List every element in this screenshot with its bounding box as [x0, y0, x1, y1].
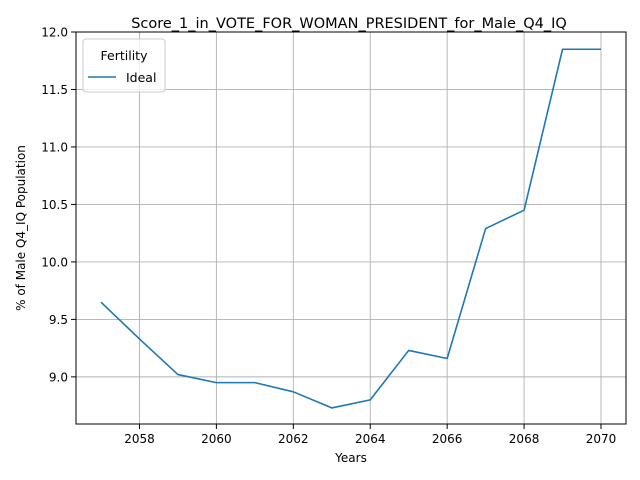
- chart-title: Score_1_in_VOTE_FOR_WOMAN_PRESIDENT_for_…: [131, 16, 567, 32]
- x-axis-label: Years: [334, 451, 367, 465]
- x-tick-label: 2068: [509, 432, 540, 446]
- x-tick-label: 2066: [432, 432, 463, 446]
- y-tick-label: 9.5: [49, 313, 68, 327]
- x-tick-label: 2058: [124, 432, 155, 446]
- x-tick-label: 2070: [586, 432, 617, 446]
- legend: Fertility Ideal: [82, 38, 166, 93]
- y-tick-label: 10.5: [41, 198, 68, 212]
- legend-label-ideal: Ideal: [126, 70, 156, 85]
- series-layer: [100, 48, 601, 409]
- y-tick-label: 11.5: [41, 83, 68, 97]
- plot-area-frame: [75, 31, 627, 425]
- y-axis-ticks: 9.0 9.5 10.0 10.5 11.0 11.5 12.0: [41, 26, 76, 384]
- legend-box: [82, 38, 166, 93]
- x-tick-label: 2064: [355, 432, 386, 446]
- y-tick-label: 12.0: [41, 26, 68, 40]
- x-axis-ticks: 2058 2060 2062 2064 2066 2068 2070: [124, 424, 616, 446]
- y-tick-label: 11.0: [41, 140, 68, 154]
- legend-title: Fertility: [101, 48, 149, 63]
- x-tick-label: 2060: [201, 432, 232, 446]
- y-tick-label: 10.0: [41, 255, 68, 269]
- series-line-ideal: [100, 48, 601, 409]
- y-axis-label: % of Male Q4_IQ Population: [14, 145, 28, 311]
- x-tick-label: 2062: [278, 432, 309, 446]
- y-tick-label: 9.0: [49, 370, 68, 384]
